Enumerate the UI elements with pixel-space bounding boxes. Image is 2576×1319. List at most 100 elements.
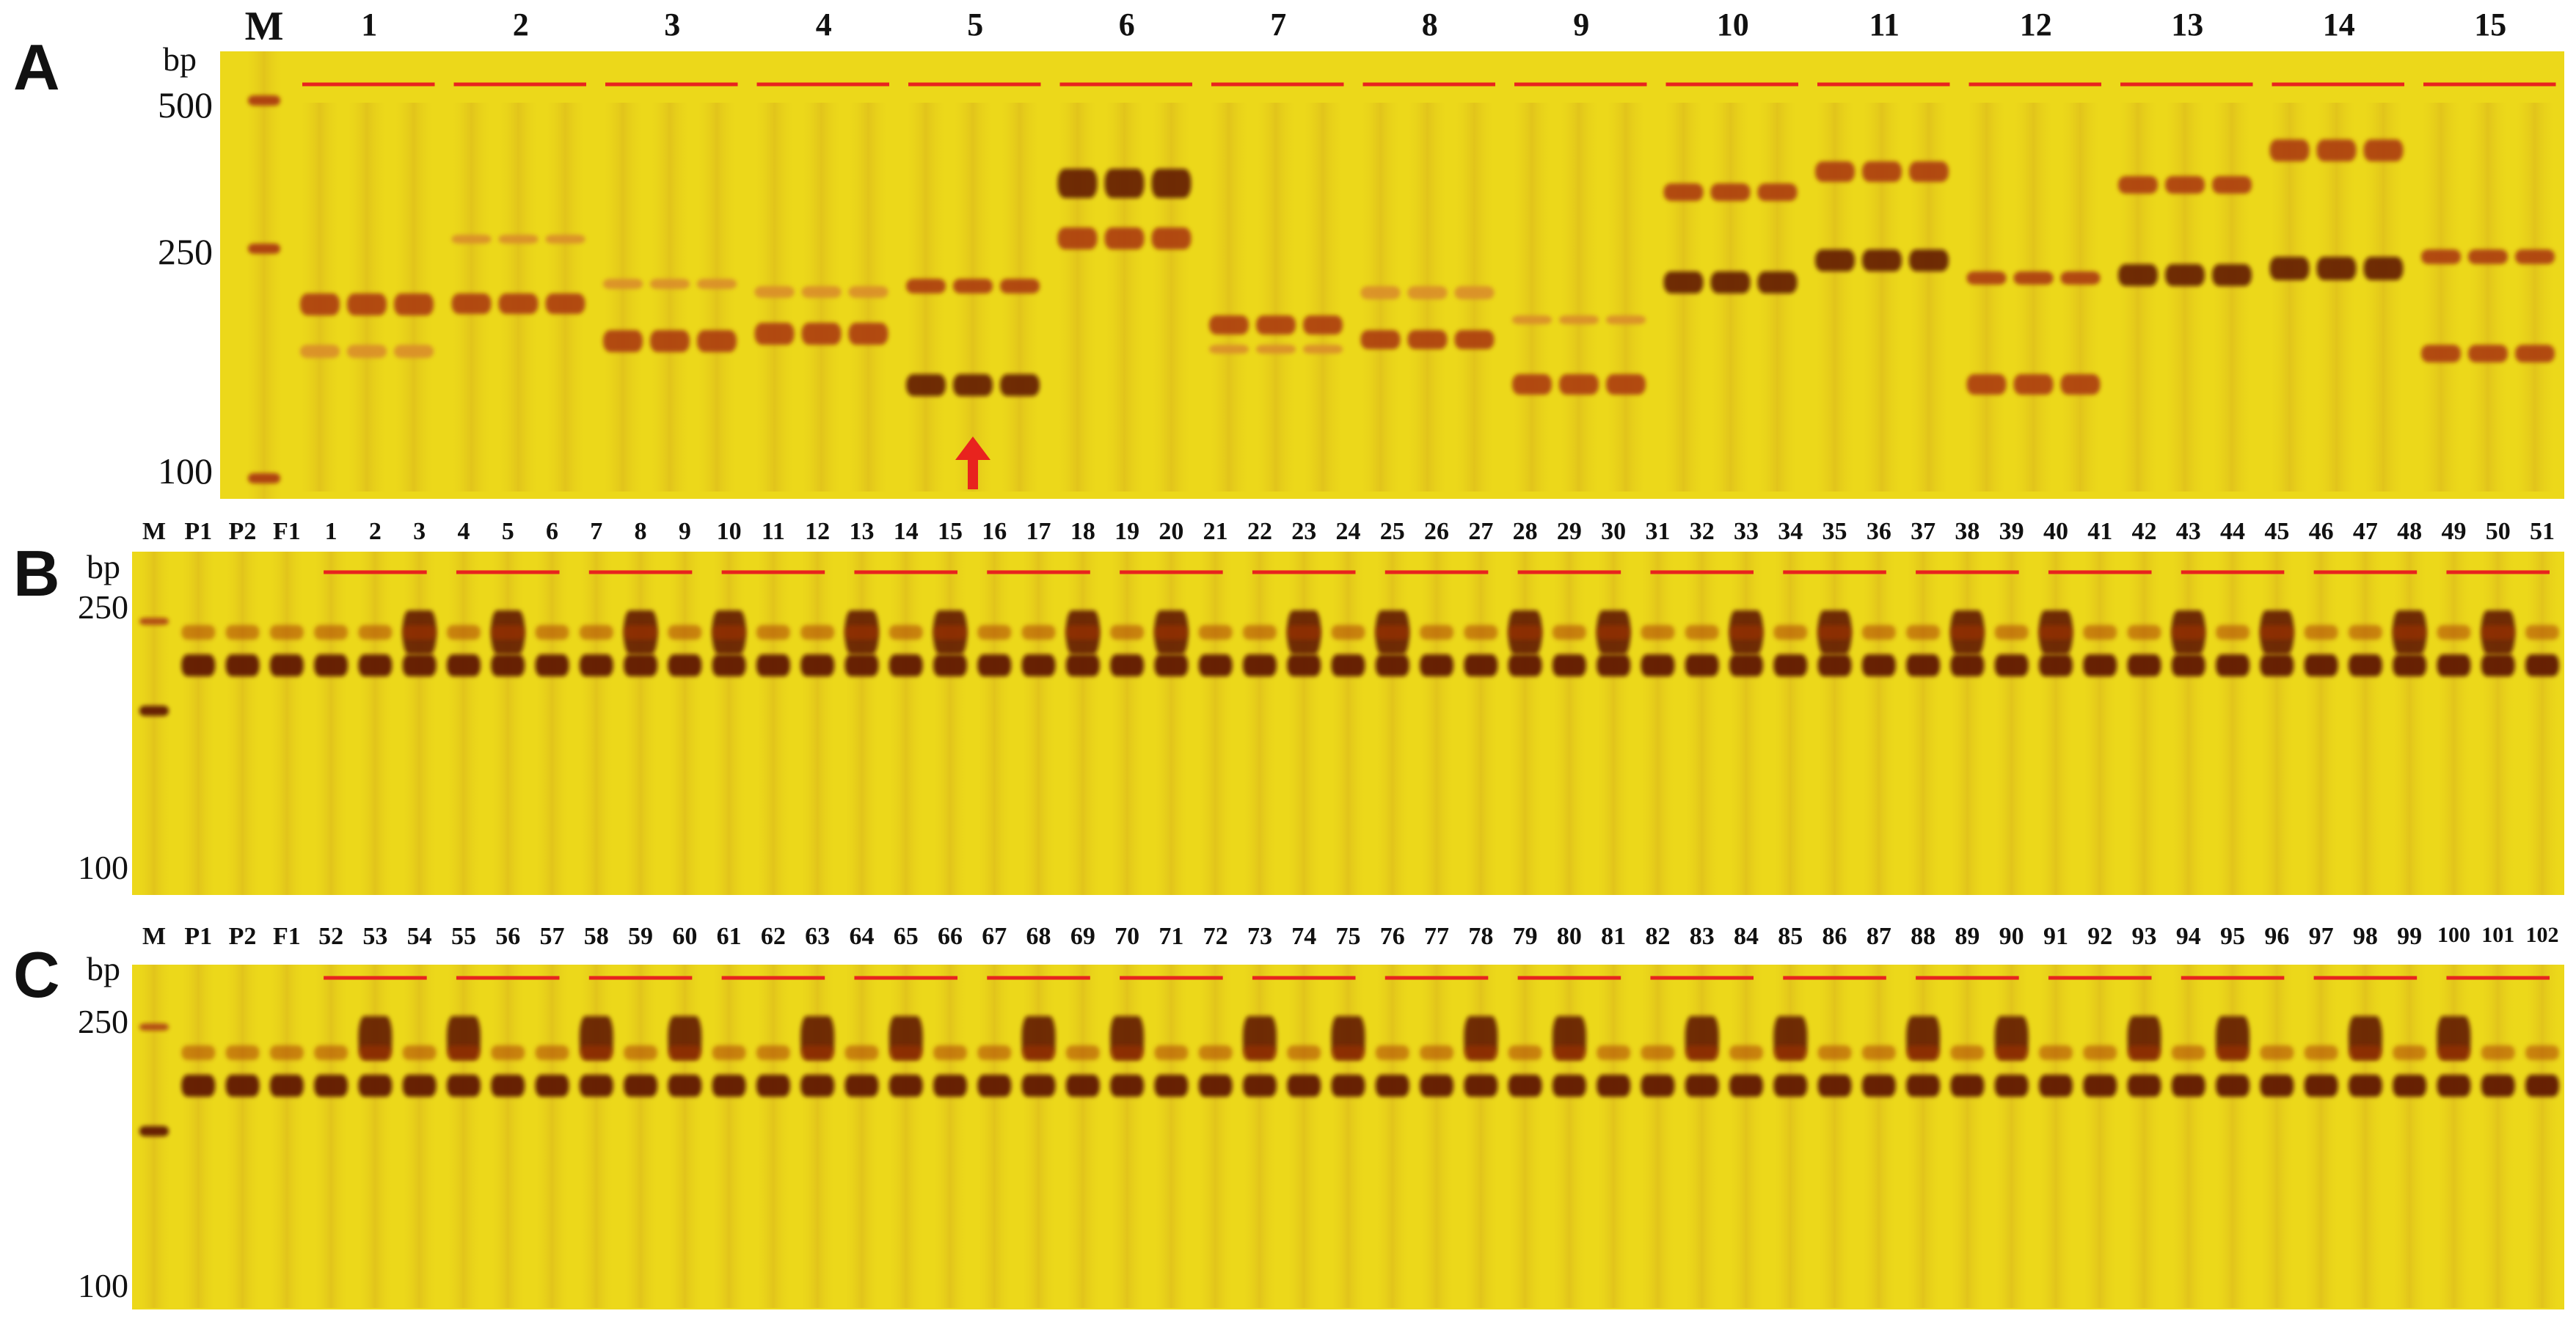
- lane-c-84: [1729, 965, 1763, 1308]
- band-b-30-lo: [1597, 654, 1631, 676]
- band-a-3-2-1: [650, 279, 690, 289]
- lane-label-a-1: 1: [361, 7, 378, 43]
- band-a-2-2-0: [498, 293, 539, 314]
- band-c-69-lo: [1065, 1075, 1100, 1097]
- band-b-42-mid: [2127, 625, 2161, 640]
- lane-label-b-35: 35: [1822, 518, 1847, 545]
- band-c-77-lo: [1420, 1075, 1454, 1097]
- band-a-11-2-0: [1862, 249, 1902, 271]
- band-c-56-mid: [491, 1045, 525, 1060]
- band-c-85-mid: [1773, 1045, 1808, 1060]
- band-b-12-lo: [800, 654, 835, 676]
- lane-label-c-91: 91: [2043, 923, 2068, 950]
- lane-label-c-97: 97: [2308, 923, 2334, 950]
- panel-a: A bp 500 250 100 M 1 2 3 4 5 6 7 8 9 10 11 12 13 14 15: [0, 0, 2576, 506]
- lane-label-b-42: 42: [2131, 518, 2157, 545]
- lane-label-c-82: 82: [1645, 923, 1671, 950]
- band-c-93-lo: [2127, 1075, 2161, 1097]
- band-c-101-mid: [2481, 1045, 2515, 1060]
- lane-c-94: [2171, 965, 2205, 1308]
- band-b-41-mid: [2083, 625, 2117, 640]
- lane-b-23: [1287, 552, 1321, 895]
- lane-b-7: [579, 552, 613, 895]
- band-a-3-2-0: [650, 330, 690, 352]
- band-c-82-lo: [1641, 1075, 1675, 1097]
- band-c-65-mid: [889, 1045, 923, 1060]
- band-c-53-mid: [358, 1045, 393, 1060]
- lane-label-c-72: 72: [1203, 923, 1228, 950]
- lane-label-b-29: 29: [1556, 518, 1582, 545]
- band-b-45-lo: [2260, 654, 2294, 676]
- band-a-12-2-1: [2013, 271, 2054, 285]
- lane-label-b-44: 44: [2220, 518, 2246, 545]
- band-b-4-lo: [446, 654, 481, 676]
- lane-label-b-46: 46: [2308, 518, 2334, 545]
- lane-c-82: [1641, 965, 1675, 1308]
- lane-label-c-93: 93: [2131, 923, 2157, 950]
- band-b-3-lo: [402, 654, 437, 676]
- lane-c-52: [314, 965, 349, 1308]
- lane-c-P2: [225, 965, 260, 1308]
- band-c-68-lo: [1021, 1075, 1056, 1097]
- lane-a-7-1: [1209, 103, 1249, 492]
- lane-label-c-71: 71: [1159, 923, 1184, 950]
- band-b-49-mid: [2437, 625, 2471, 640]
- lane-label-c-52: 52: [318, 923, 344, 950]
- band-b-26-lo: [1420, 654, 1454, 676]
- lane-b-25: [1375, 552, 1409, 895]
- band-b-38-lo: [1950, 654, 1985, 676]
- lane-a-5-2: [953, 103, 993, 492]
- marker-band-a-1: [248, 244, 280, 254]
- band-a-8-3-0: [1454, 330, 1495, 349]
- band-c-76-mid: [1375, 1045, 1409, 1060]
- lane-label-c-92: 92: [2087, 923, 2113, 950]
- lane-label-b-11: 11: [761, 518, 785, 545]
- band-c-97-mid: [2304, 1045, 2338, 1060]
- lane-b-2: [358, 552, 393, 895]
- lane-label-c-55: 55: [450, 923, 476, 950]
- band-c-60-mid: [668, 1045, 702, 1060]
- band-c-P2-lo: [225, 1075, 260, 1097]
- band-b-46-mid: [2304, 625, 2338, 640]
- band-c-56-lo: [491, 1075, 525, 1097]
- lane-b-19: [1110, 552, 1145, 895]
- lane-label-b-48: 48: [2397, 518, 2423, 545]
- band-c-61-mid: [712, 1045, 746, 1060]
- band-a-12-3-0: [2060, 374, 2101, 395]
- lane-label-a-4: 4: [815, 7, 832, 43]
- lane-a-9-1: [1512, 103, 1552, 492]
- gel-lanes-b: [137, 552, 2559, 895]
- band-b-29-lo: [1552, 654, 1586, 676]
- lane-b-38: [1950, 552, 1985, 895]
- band-c-94-mid: [2171, 1045, 2205, 1060]
- band-c-63-mid: [800, 1045, 835, 1060]
- band-b-39-mid: [1994, 625, 2029, 640]
- band-a-3-1-0: [603, 330, 643, 352]
- panel-letter-a: A: [13, 31, 60, 103]
- band-a-9-1-1: [1512, 315, 1552, 324]
- lane-label-c-53: 53: [362, 923, 388, 950]
- band-c-60-lo: [668, 1075, 702, 1097]
- band-b-36-mid: [1861, 625, 1896, 640]
- lane-c-64: [844, 965, 879, 1308]
- band-a-9-2-0: [1559, 374, 1599, 395]
- lane-label-c-76: 76: [1379, 923, 1405, 950]
- lane-label-c-P2: P2: [228, 923, 257, 950]
- band-a-11-1-1: [1815, 161, 1855, 182]
- band-b-22-mid: [1242, 625, 1277, 640]
- lane-label-b-45: 45: [2264, 518, 2290, 545]
- lane-b-22: [1242, 552, 1277, 895]
- band-a-7-2-0: [1256, 315, 1296, 335]
- band-b-47-mid: [2348, 625, 2382, 640]
- band-c-95-lo: [2216, 1075, 2250, 1097]
- lane-a-7-3: [1303, 103, 1343, 492]
- lane-label-c-54: 54: [406, 923, 432, 950]
- band-c-P2-mid: [225, 1045, 260, 1060]
- band-b-43-lo: [2171, 654, 2205, 676]
- band-b-8-mid: [624, 625, 658, 640]
- band-c-97-lo: [2304, 1075, 2338, 1097]
- band-a-7-1-1: [1209, 345, 1249, 354]
- lane-a-10-3: [1757, 103, 1798, 492]
- lane-label-b-18: 18: [1070, 518, 1095, 545]
- lane-label-b-41: 41: [2087, 518, 2113, 545]
